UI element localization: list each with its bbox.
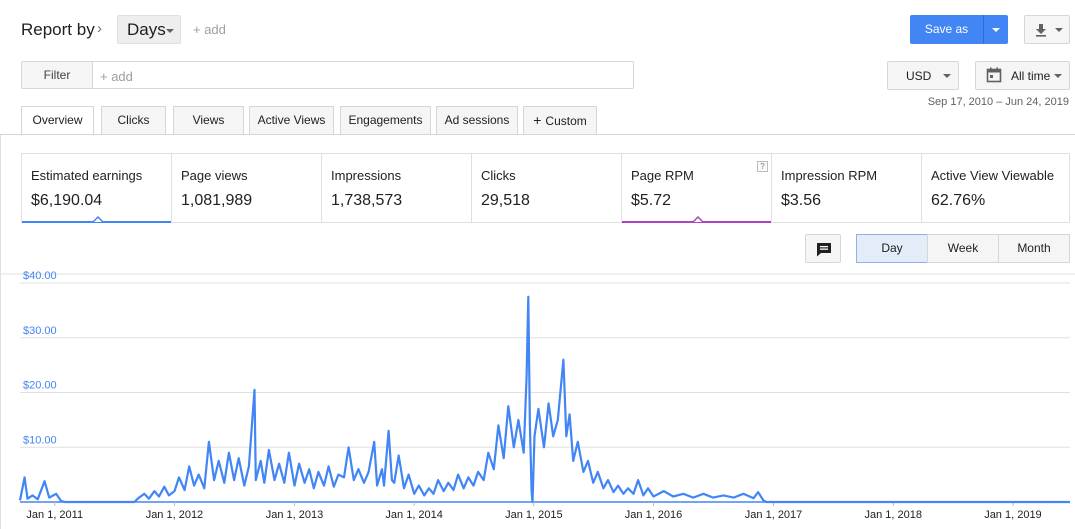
metric-impression-rpm[interactable]: Impression RPM $3.56 xyxy=(772,154,922,222)
metric-cards: Estimated earnings $6,190.04 Page views … xyxy=(21,153,1070,223)
metric-value: $5.72 xyxy=(631,192,672,209)
date-range-text: Sep 17, 2010 – Jun 24, 2019 xyxy=(927,96,1069,108)
tab-views[interactable]: Views xyxy=(173,106,244,135)
annotations-button[interactable] xyxy=(805,234,841,263)
y-tick-label: $30.00 xyxy=(23,325,57,337)
metric-page-views[interactable]: Page views 1,081,989 xyxy=(172,154,322,222)
tab-engagements[interactable]: Engagements xyxy=(340,106,431,135)
dimension-dropdown[interactable]: Days xyxy=(117,15,181,44)
download-button[interactable] xyxy=(1024,15,1070,44)
dimension-dropdown-label: Days xyxy=(127,20,166,39)
currency-dropdown[interactable]: USD xyxy=(887,61,959,90)
comment-icon xyxy=(817,243,831,257)
metric-clicks[interactable]: Clicks 29,518 xyxy=(472,154,622,222)
metric-estimated-earnings[interactable]: Estimated earnings $6,190.04 xyxy=(22,154,172,223)
x-tick-label: Jan 1, 2016 xyxy=(625,509,683,521)
metric-notch-icon xyxy=(93,216,103,222)
x-tick-label: Jan 1, 2019 xyxy=(984,509,1042,521)
metric-value: 62.76% xyxy=(931,192,986,209)
metric-label: Active View Viewable xyxy=(931,168,1055,183)
x-tick-label: Jan 1, 2015 xyxy=(505,509,563,521)
earnings-series-line xyxy=(18,295,1070,504)
metric-value: 1,081,989 xyxy=(181,192,253,209)
metric-selected-indicator xyxy=(22,221,171,223)
metric-value: $3.56 xyxy=(781,192,822,209)
y-tick-label: $20.00 xyxy=(23,380,57,392)
download-icon xyxy=(1036,24,1046,37)
help-icon[interactable]: ? xyxy=(757,161,768,172)
plus-icon: + xyxy=(533,112,542,128)
x-tick-label: Jan 1, 2017 xyxy=(745,509,803,521)
tab-ad-sessions[interactable]: Ad sessions xyxy=(436,106,518,135)
granularity-day-button[interactable]: Day xyxy=(856,234,928,263)
metric-label: Clicks xyxy=(481,168,516,183)
metric-value: 1,738,573 xyxy=(331,192,403,209)
metric-value: 29,518 xyxy=(481,192,530,209)
metric-active-view-viewable[interactable]: Active View Viewable 62.76% xyxy=(922,154,1070,222)
chevron-down-icon xyxy=(992,28,1000,32)
save-as-button[interactable]: Save as xyxy=(910,15,983,44)
chevron-down-icon xyxy=(1055,28,1063,32)
metric-impressions[interactable]: Impressions 1,738,573 xyxy=(322,154,472,222)
date-range-label: All time xyxy=(1011,69,1051,83)
chevron-down-icon xyxy=(166,29,174,33)
metric-label: Page RPM xyxy=(631,168,694,183)
content-left-border xyxy=(0,134,1,529)
y-tick-label: $10.00 xyxy=(23,434,57,446)
date-range-dropdown[interactable]: All time xyxy=(975,61,1070,90)
tab-overview[interactable]: Overview xyxy=(21,106,94,136)
metric-label: Impression RPM xyxy=(781,168,878,183)
x-tick-label: Jan 1, 2011 xyxy=(26,509,83,521)
filter-button[interactable]: Filter xyxy=(22,62,93,88)
currency-label: USD xyxy=(906,69,932,83)
metric-label: Impressions xyxy=(331,168,402,183)
tab-divider xyxy=(0,134,1075,135)
granularity-week-button[interactable]: Week xyxy=(927,234,999,263)
chevron-down-icon xyxy=(943,74,951,78)
add-dimension-link[interactable]: + add xyxy=(193,22,226,37)
y-tick-label: $40.00 xyxy=(23,270,57,282)
metric-page-rpm[interactable]: Page RPM $5.72 ? xyxy=(622,154,772,223)
filter-bar: Filter + add xyxy=(21,61,634,89)
chevron-down-icon xyxy=(1054,74,1062,78)
metric-label: Estimated earnings xyxy=(31,168,143,183)
metric-selected-indicator xyxy=(622,221,771,223)
tab-clicks[interactable]: Clicks xyxy=(101,106,166,135)
metric-label: Page views xyxy=(181,168,248,183)
calendar-icon xyxy=(986,67,1002,83)
tab-active-views[interactable]: Active Views xyxy=(249,106,334,135)
breadcrumb-chevron-icon: › xyxy=(97,20,102,37)
x-tick-label: Jan 1, 2018 xyxy=(865,509,923,521)
x-tick-label: Jan 1, 2012 xyxy=(146,509,204,521)
metric-notch-icon xyxy=(693,216,703,222)
x-tick-label: Jan 1, 2013 xyxy=(266,509,324,521)
earnings-chart: $10.00 $20.00 $30.00 $40.00 Jan 1, 2011 Jan 1… xyxy=(0,270,1075,521)
report-by-label: Report by xyxy=(21,20,95,39)
tab-custom-label: Custom xyxy=(545,114,587,128)
save-as-menu-button[interactable] xyxy=(983,15,1008,44)
tab-custom[interactable]: + Custom xyxy=(523,106,597,135)
granularity-month-button[interactable]: Month xyxy=(998,234,1070,263)
metric-value: $6,190.04 xyxy=(31,192,103,209)
filter-input[interactable]: + add xyxy=(100,69,133,84)
x-tick-label: Jan 1, 2014 xyxy=(385,509,443,521)
